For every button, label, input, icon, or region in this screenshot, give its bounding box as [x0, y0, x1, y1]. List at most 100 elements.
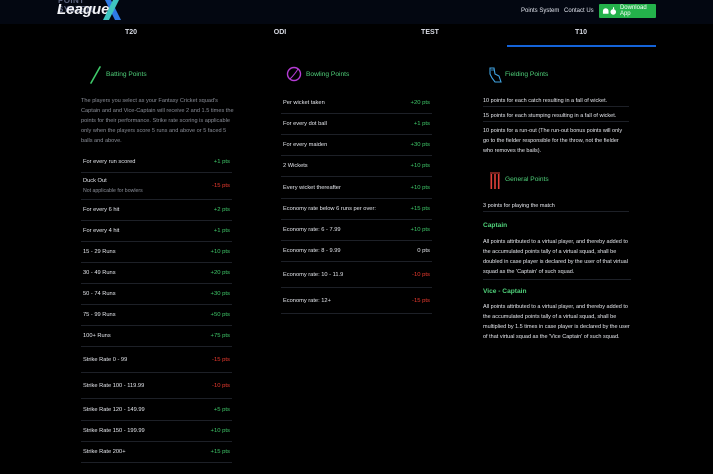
nav-contact-us[interactable]: Contact Us [564, 8, 594, 14]
batting-row-value: +10 pts [210, 428, 231, 434]
bowling-row-label: Per wicket taken [283, 100, 325, 106]
batting-row: Strike Rate 100 - 119.99 -10 pts [81, 374, 232, 399]
batting-row-value: +2 pts [213, 207, 230, 213]
bowling-row: Economy rate below 6 runs per over: +15 p… [281, 200, 432, 220]
bowling-row-label: Every wicket thereafter [283, 185, 341, 191]
batting-row-value: +1 pts [213, 159, 230, 165]
batting-row-label: 50 - 74 Runs [83, 291, 116, 297]
bowling-row-label: Economy rate: 12+ [283, 298, 331, 304]
batting-description: The players you select as your Fantasy C… [81, 98, 234, 144]
captain-text: All points attributed to a virtual playe… [483, 237, 631, 280]
batting-row-label: 30 - 49 Runs [83, 270, 116, 276]
batting-row-label: 15 - 29 Runs [83, 249, 116, 255]
bowling-row-value: +1 pts [413, 121, 430, 127]
bowling-row-label: Economy rate: 8 - 9.99 [283, 248, 341, 254]
android-icon [602, 8, 609, 14]
cricket-ball-icon [286, 66, 302, 82]
bowling-row: Economy rate: 6 - 7.99 +10 pts [281, 221, 432, 241]
batting-row-value: +30 pts [210, 291, 231, 297]
batting-row-value: +50 pts [210, 312, 231, 318]
bowling-row-label: 2 Wickets [283, 163, 308, 169]
tab-t20[interactable]: T20 [124, 29, 138, 36]
bowling-row: Every wicket thereafter +10 pts [281, 178, 432, 199]
vice-captain-heading: Vice - Captain [483, 288, 527, 295]
bowling-row-value: +15 pts [410, 206, 431, 212]
bowling-row-value: +10 pts [410, 227, 431, 233]
top-bar: POINT SYSTEM League Points System Contac… [0, 0, 713, 24]
batting-row: 100+ Runs +75 pts [81, 327, 232, 347]
fielding-line-runout: 10 points for a run-out (The run-out bon… [483, 128, 623, 154]
bowling-row-label: Economy rate below 6 runs per over: [283, 206, 376, 212]
batting-row: Strike Rate 200+ +15 pts [81, 443, 232, 463]
bowling-row-value: +20 pts [410, 100, 431, 106]
batting-title: Batting Points [106, 71, 147, 78]
batting-row-value: +10 pts [210, 249, 231, 255]
bowling-row: 2 Wickets +10 pts [281, 157, 432, 177]
fielding-line-stumping: 15 points for each stumping resulting in… [483, 111, 629, 122]
batting-row: Strike Rate 0 - 99 -15 pts [81, 348, 232, 373]
apple-icon [610, 7, 617, 15]
bowling-row-label: For every maiden [283, 142, 328, 148]
batting-row: 50 - 74 Runs +30 pts [81, 285, 232, 305]
fielding-line-catch: 10 points for each catch resulting in a … [483, 96, 629, 107]
bowling-row: For every maiden +30 pts [281, 136, 432, 156]
tab-t10[interactable]: T10 [574, 29, 588, 36]
batting-row-label: 75 - 99 Runs [83, 312, 116, 318]
batting-row-label: Strike Rate 120 - 149.99 [83, 407, 145, 413]
bowling-row-value: -15 pts [411, 298, 430, 304]
bowling-row-value: 0 pts [417, 248, 430, 254]
batting-row: For every 4 hit +1 pts [81, 222, 232, 242]
batting-row: For every run scored +1 pts [81, 153, 232, 173]
batting-row: 30 - 49 Runs +20 pts [81, 264, 232, 284]
batting-row-label: Strike Rate 200+ [83, 449, 126, 455]
batting-row-label: Strike Rate 0 - 99 [83, 357, 128, 363]
batting-row-value: -15 pts [211, 357, 230, 363]
batting-row-label: Strike Rate 100 - 119.99 [83, 383, 145, 389]
bowling-row: Per wicket taken +20 pts [281, 94, 432, 114]
bowling-row-value: -10 pts [411, 272, 430, 278]
fielding-title: Fielding Points [505, 71, 549, 78]
batting-row: 15 - 29 Runs +10 pts [81, 243, 232, 263]
batting-row-label: For every 6 hit [83, 207, 120, 213]
batting-row-value: -10 pts [211, 383, 230, 389]
download-app-button[interactable]: Download App [599, 4, 656, 18]
batting-row: Strike Rate 150 - 199.99 +10 pts [81, 422, 232, 442]
batting-row-label: 100+ Runs [83, 333, 111, 339]
batting-row-label: For every run scored [83, 159, 136, 165]
batting-row-value: -15 pts [211, 183, 230, 189]
batting-row: 75 - 99 Runs +50 pts [81, 306, 232, 326]
tab-odi[interactable]: ODI [273, 29, 287, 36]
logo-top-text: POINT SYSTEM [58, 0, 94, 14]
bowling-row: Economy rate: 8 - 9.99 0 pts [281, 242, 432, 262]
logo-x-icon [103, 0, 121, 20]
nav-points-system[interactable]: Points System [521, 8, 560, 14]
batting-row-label: Duck Out [83, 178, 107, 184]
logo-main-text: League [57, 1, 110, 18]
bowling-row: Economy rate: 12+ -15 pts [281, 289, 432, 314]
batting-row-label: For every 4 hit [83, 228, 120, 234]
bowling-row-value: +10 pts [410, 185, 431, 191]
active-tab-indicator [507, 45, 656, 47]
bowling-row-value: +10 pts [410, 163, 431, 169]
tab-test[interactable]: TEST [421, 29, 439, 36]
batting-row-value: +15 pts [210, 449, 231, 455]
bowling-row-label: Economy rate: 6 - 7.99 [283, 227, 341, 233]
general-line-playing: 3 points for playing the match [483, 201, 629, 212]
batting-row-value: +75 pts [210, 333, 231, 339]
bowling-row-label: For every dot ball [283, 121, 327, 127]
stumps-icon [490, 172, 500, 189]
bowling-row-value: +30 pts [410, 142, 431, 148]
batting-row: Not applicable for bowlers Duck Out -15 pt… [81, 174, 232, 200]
fielding-glove-icon [489, 67, 502, 83]
batting-row: Strike Rate 120 - 149.99 +5 pts [81, 401, 232, 421]
download-app-label: Download App [619, 5, 647, 17]
bowling-title: Bowling Points [306, 71, 350, 78]
logo[interactable]: POINT SYSTEM League [56, 0, 122, 22]
general-title: General Points [505, 176, 549, 183]
bowling-row-label: Economy rate: 10 - 11.9 [283, 272, 344, 278]
batting-row-value: +1 pts [213, 228, 230, 234]
batting-row-sublabel: Not applicable for bowlers [83, 188, 143, 194]
cricket-bat-icon [90, 66, 101, 84]
bowling-row: Economy rate: 10 - 11.9 -10 pts [281, 263, 432, 288]
batting-row-value: +5 pts [213, 407, 230, 413]
